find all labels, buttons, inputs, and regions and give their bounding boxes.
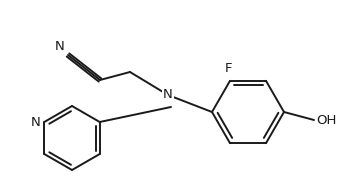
Text: F: F — [224, 62, 232, 75]
Text: OH: OH — [316, 114, 336, 127]
Text: N: N — [31, 116, 40, 128]
Text: N: N — [55, 40, 65, 54]
Text: N: N — [163, 89, 173, 102]
